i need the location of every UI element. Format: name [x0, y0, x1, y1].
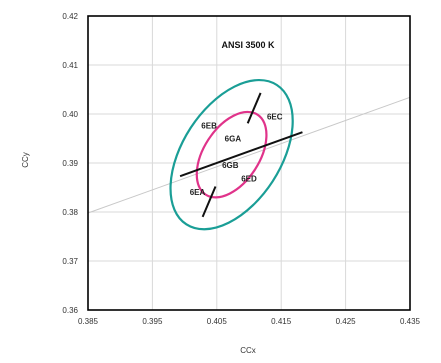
- x-axis-title: CCx: [240, 346, 256, 355]
- bin-line-0: [179, 131, 303, 178]
- y-tick-label-5: 0.41: [62, 61, 78, 70]
- y-axis-title: CCy: [21, 152, 30, 168]
- x-tick-label-4: 0.425: [336, 317, 357, 326]
- y-tick-label-1: 0.37: [62, 257, 78, 266]
- bin-label-6ec: 6EC: [267, 113, 283, 122]
- x-tick-labels: 0.385 0.395 0.405 0.415 0.425 0.435: [78, 317, 421, 326]
- y-tick-label-0: 0.36: [62, 306, 78, 315]
- bin-label-6ga: 6GA: [225, 135, 242, 144]
- plot-frame: [87, 15, 411, 311]
- outer-ellipse: [169, 78, 294, 231]
- bin-line-1: [246, 92, 262, 124]
- x-tick-label-3: 0.415: [271, 317, 292, 326]
- x-tick-label-5: 0.435: [400, 317, 421, 326]
- y-tick-labels: 0.36 0.37 0.38 0.39 0.40 0.41 0.42: [62, 12, 78, 315]
- inner-ellipse: [195, 110, 268, 199]
- bin-divider-lines: [179, 92, 303, 218]
- x-tick-label-0: 0.385: [78, 317, 99, 326]
- grid-lines: [87, 15, 411, 311]
- bin-label-6ea: 6EA: [190, 188, 206, 197]
- planckian-locus-line: [87, 96, 411, 214]
- bin-label-6gb: 6GB: [222, 161, 239, 170]
- x-tick-label-1: 0.395: [142, 317, 163, 326]
- bin-label-6ed: 6ED: [241, 174, 257, 183]
- chart-title: ANSI 3500 K: [221, 40, 275, 50]
- y-tick-label-3: 0.39: [62, 159, 78, 168]
- y-tick-label-2: 0.38: [62, 208, 78, 217]
- bin-line-2: [201, 186, 217, 218]
- quadrangle-ellipses: [169, 78, 294, 231]
- y-tick-label-6: 0.42: [62, 12, 78, 21]
- y-tick-label-4: 0.40: [62, 110, 78, 119]
- bin-label-6eb: 6EB: [201, 121, 217, 130]
- x-tick-label-2: 0.405: [207, 317, 228, 326]
